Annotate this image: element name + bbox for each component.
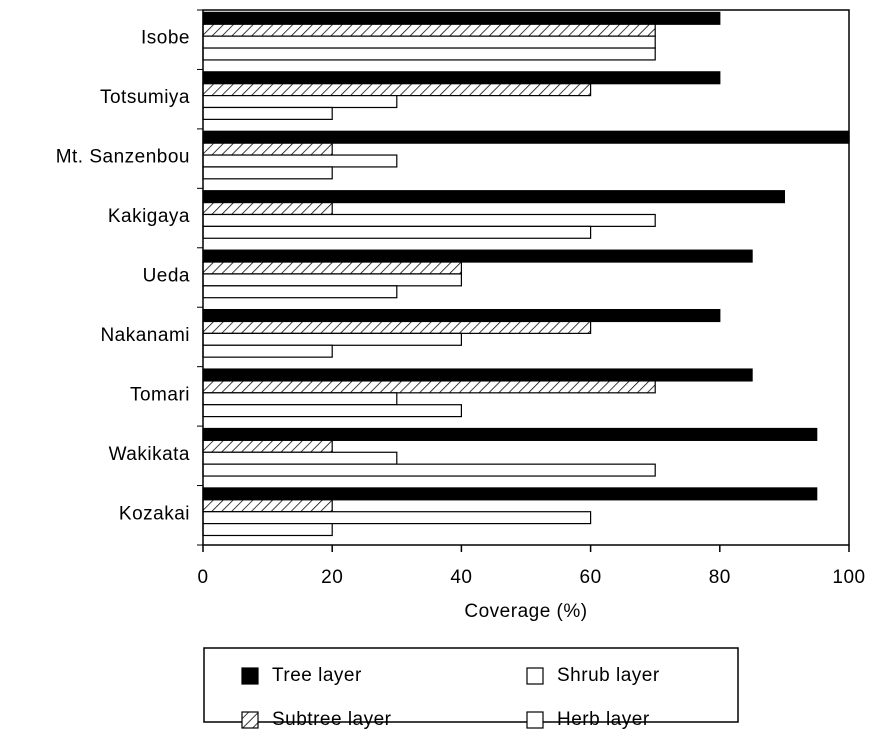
y-tick-label: Tomari [130, 384, 190, 405]
bar [202, 344, 333, 358]
bar [202, 94, 398, 109]
bar [202, 261, 462, 275]
y-tick-label: Ueda [143, 266, 190, 287]
x-tick-label: 0 [197, 567, 208, 588]
x-tick-label: 80 [709, 567, 731, 588]
bar [202, 309, 721, 323]
x-tick-label: 40 [450, 567, 472, 588]
bar [202, 404, 462, 418]
bar [202, 130, 850, 144]
bar [202, 380, 656, 394]
bar [202, 213, 656, 227]
bar [202, 392, 398, 406]
legend-label: Shrub layer [557, 665, 660, 686]
bar [202, 487, 818, 501]
legend-swatch [526, 667, 544, 685]
bar [202, 285, 398, 299]
bar [202, 47, 656, 61]
x-tick-label: 20 [321, 567, 343, 588]
y-tick-label: Wakikata [109, 444, 190, 465]
bar [202, 83, 592, 97]
legend-swatch [526, 711, 544, 729]
y-tick-label: Totsumiya [100, 87, 190, 108]
bar [202, 511, 592, 525]
bar [202, 106, 333, 120]
x-axis-title: Coverage (%) [464, 601, 587, 622]
bar [202, 451, 398, 465]
legend-swatch [241, 667, 259, 685]
bar [202, 166, 333, 180]
bar [202, 11, 721, 25]
bar [202, 190, 786, 204]
legend-box [203, 647, 739, 723]
legend-label: Tree layer [272, 665, 362, 686]
y-tick-label: Kakigaya [108, 206, 190, 227]
bar [202, 35, 656, 49]
bar [202, 142, 333, 156]
bar [202, 427, 818, 441]
legend-label: Herb layer [557, 709, 650, 730]
bar [202, 225, 592, 239]
legend-swatch [241, 711, 259, 729]
y-tick-label: Nakanami [100, 325, 190, 346]
bar [202, 332, 462, 346]
bar [202, 499, 333, 513]
bar [202, 522, 333, 537]
bar [202, 439, 333, 453]
y-tick-label: Kozakai [119, 503, 190, 524]
bar [202, 273, 462, 287]
y-tick-label: Mt. Sanzenbou [56, 147, 190, 168]
bar [202, 71, 721, 85]
bar [202, 202, 333, 216]
bar [202, 320, 592, 334]
y-tick-label: Isobe [141, 28, 190, 49]
x-tick-label: 60 [580, 567, 602, 588]
bar [202, 23, 656, 37]
bar [202, 368, 753, 382]
bar [202, 154, 398, 168]
bar [202, 249, 753, 263]
plot-frame [202, 9, 850, 546]
legend-label: Subtree layer [272, 709, 392, 730]
x-tick-label: 100 [832, 567, 865, 588]
bar [202, 463, 656, 477]
